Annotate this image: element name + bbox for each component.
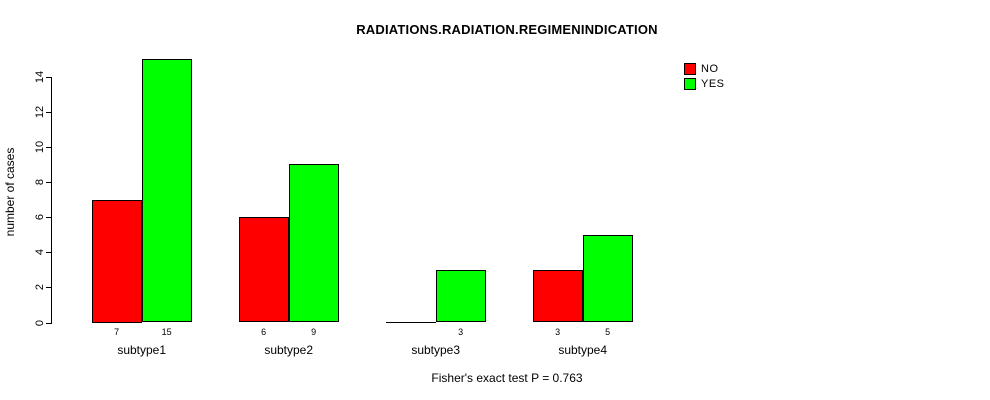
bar-value-label: 6 xyxy=(261,326,267,337)
bar-value-label: 9 xyxy=(311,326,317,337)
y-axis-tick-label: 12 xyxy=(34,105,46,118)
bar-value-label: 15 xyxy=(161,326,172,337)
y-axis-tick xyxy=(46,111,51,113)
bar-yes-subtype4 xyxy=(582,234,633,323)
y-axis-tick xyxy=(46,146,51,148)
x-axis-category-label: subtype3 xyxy=(411,343,461,357)
legend-label: NO xyxy=(701,63,719,75)
bar-value-label: 3 xyxy=(555,326,561,337)
legend-item: YES xyxy=(684,78,725,90)
y-axis-label: number of cases xyxy=(3,147,17,237)
y-axis-tick-label: 0 xyxy=(34,319,46,326)
y-axis-tick xyxy=(46,287,51,289)
y-axis-tick-label: 10 xyxy=(34,140,46,153)
bar-value-label: 3 xyxy=(458,326,464,337)
x-axis-category-label: subtype2 xyxy=(264,343,314,357)
bar-yes-subtype1 xyxy=(141,58,192,323)
stat-annotation: Fisher's exact test P = 0.763 xyxy=(431,371,583,385)
y-axis-tick-label: 4 xyxy=(34,249,46,256)
y-axis-tick-label: 14 xyxy=(34,70,46,83)
x-axis-category-label: subtype1 xyxy=(117,343,167,357)
x-axis-category-label: subtype4 xyxy=(558,343,608,357)
bar-value-label: 7 xyxy=(114,326,120,337)
legend-item: NO xyxy=(684,63,725,75)
y-axis-tick xyxy=(46,322,51,324)
y-axis-tick xyxy=(46,76,51,78)
legend-label: YES xyxy=(701,78,725,90)
y-axis-tick-label: 6 xyxy=(34,214,46,221)
y-axis-tick xyxy=(46,252,51,254)
bar-yes-subtype3 xyxy=(435,269,486,323)
legend-swatch-yes xyxy=(684,78,696,90)
bar-no-subtype2 xyxy=(238,217,289,323)
bar-no-subtype3 xyxy=(385,321,436,323)
y-axis-tick-label: 8 xyxy=(34,178,46,185)
y-axis-line xyxy=(51,76,52,324)
bar-yes-subtype2 xyxy=(288,164,339,323)
chart-title: RADIATIONS.RADIATION.REGIMENINDICATION xyxy=(356,22,658,37)
bar-no-subtype4 xyxy=(532,269,583,323)
bar-no-subtype1 xyxy=(91,199,142,323)
legend: NO YES xyxy=(684,63,725,93)
legend-swatch-no xyxy=(684,63,696,75)
bar-value-label: 5 xyxy=(605,326,611,337)
y-axis-tick-label: 2 xyxy=(34,284,46,291)
y-axis-tick xyxy=(46,181,51,183)
y-axis-tick xyxy=(46,217,51,219)
